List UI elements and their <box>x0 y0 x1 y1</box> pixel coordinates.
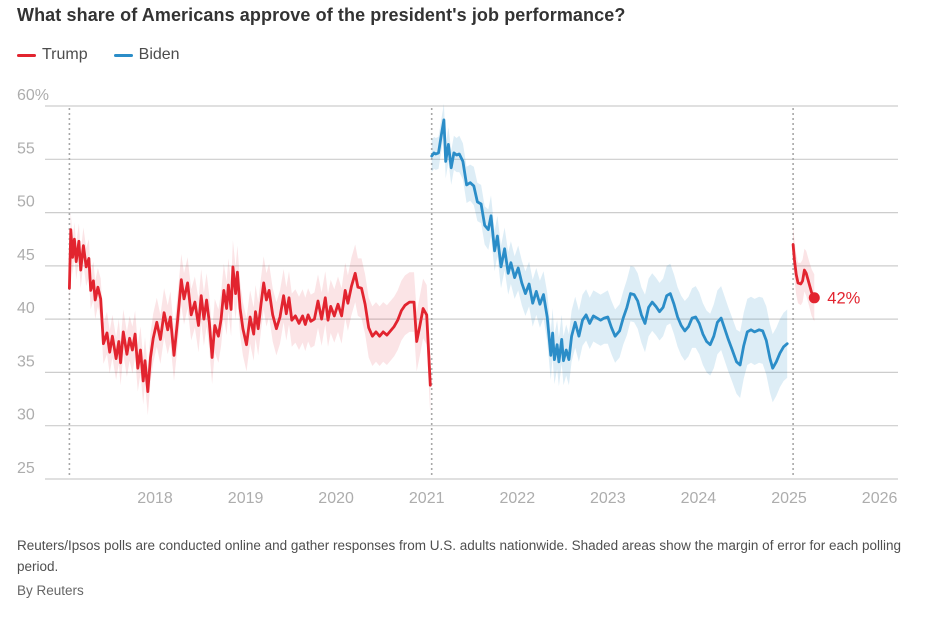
svg-text:35: 35 <box>17 353 35 370</box>
chart-legend: Trump Biden <box>17 46 180 64</box>
svg-text:60%: 60% <box>17 87 49 104</box>
biden-line-swatch <box>113 53 133 57</box>
svg-text:2022: 2022 <box>500 490 536 507</box>
trump-line-swatch <box>17 53 36 57</box>
svg-text:2024: 2024 <box>681 490 717 507</box>
svg-text:40: 40 <box>17 300 35 317</box>
svg-text:30: 30 <box>17 407 35 424</box>
svg-text:25: 25 <box>17 460 35 477</box>
legend-label-biden: Biden <box>138 46 180 63</box>
svg-text:2021: 2021 <box>409 490 445 507</box>
svg-text:2019: 2019 <box>228 490 264 507</box>
svg-text:50: 50 <box>17 194 35 211</box>
svg-text:55: 55 <box>17 140 35 157</box>
svg-text:45: 45 <box>17 247 35 264</box>
svg-text:2026: 2026 <box>862 490 898 507</box>
legend-label-trump: Trump <box>42 46 88 63</box>
svg-text:2023: 2023 <box>590 490 626 507</box>
svg-text:2018: 2018 <box>137 490 173 507</box>
legend-item-trump: Trump <box>17 46 88 64</box>
methodology-note: Reuters/Ipsos polls are conducted online… <box>17 538 902 574</box>
page-title: What share of Americans approve of the p… <box>17 5 626 25</box>
byline: By Reuters <box>17 583 84 598</box>
svg-text:42%: 42% <box>827 289 860 307</box>
svg-text:2020: 2020 <box>318 490 354 507</box>
svg-text:2025: 2025 <box>771 490 807 507</box>
legend-item-biden: Biden <box>113 46 180 64</box>
